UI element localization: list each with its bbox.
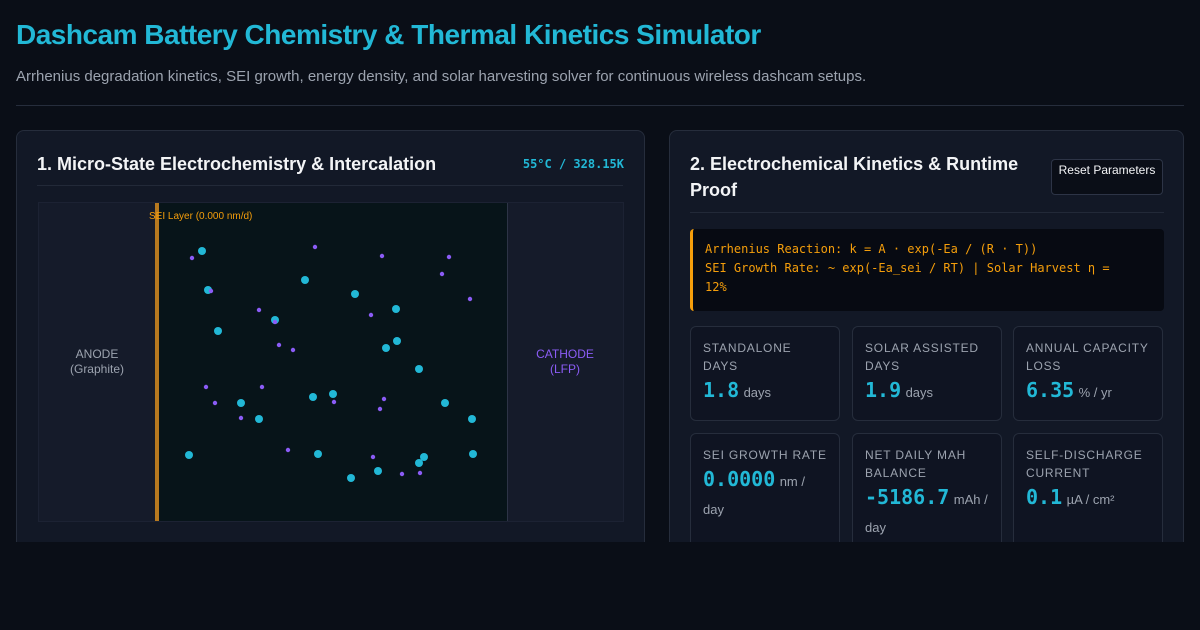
electron-particle [381, 396, 387, 402]
metric-card-sei-growth-rate: SEI Growth Rate 0.0000 nm / day [690, 433, 840, 553]
metric-value: -5186.7 [865, 485, 950, 509]
temperature-readout: 55°C / 328.15K [522, 157, 624, 171]
lithium-ion-particle [255, 415, 263, 423]
metric-unit: days [905, 385, 934, 400]
lithium-ion-particle [374, 467, 382, 475]
metric-label: Annual Capacity Loss [1026, 341, 1149, 373]
electron-particle [467, 296, 473, 302]
metric-label: Solar Assisted Days [865, 341, 979, 373]
kinetics-panel: 2. Electrochemical Kinetics & Runtime Pr… [669, 130, 1184, 560]
electron-particle [272, 319, 278, 325]
electron-particle [377, 406, 383, 412]
cathode-label: CATHODE (LFP) [536, 347, 594, 376]
metric-label: SEI Growth Rate [703, 448, 827, 462]
electron-particle [379, 253, 385, 259]
metric-value: 0.0000 [703, 467, 776, 491]
lithium-ion-particle [347, 474, 355, 482]
metric-card-net-daily-mah-balance: Net Daily mAh Balance -5186.7 mAh / day [852, 433, 1002, 553]
electron-particle [290, 347, 296, 353]
formula-line: Arrhenius Reaction: k = A · exp(-Ea / (R… [705, 242, 1038, 256]
electron-particle [208, 288, 214, 294]
metric-unit: µA / cm² [1066, 492, 1115, 507]
electron-particle [212, 400, 218, 406]
lithium-ion-particle [198, 247, 206, 255]
electron-particle [312, 244, 318, 250]
electron-particle [368, 312, 374, 318]
lithium-ion-particle [382, 344, 390, 352]
metric-label: Standalone Days [703, 341, 792, 373]
metric-unit: % / yr [1078, 385, 1112, 400]
electron-particle [203, 384, 209, 390]
lithium-ion-particle [351, 290, 359, 298]
particle-field [185, 244, 477, 482]
metric-card-annual-capacity-loss: Annual Capacity Loss 6.35 % / yr [1013, 326, 1163, 421]
lithium-ion-particle [329, 390, 337, 398]
metric-card-standalone-days: Standalone Days 1.8 days [690, 326, 840, 421]
cathode-region [507, 203, 623, 521]
panel-divider [37, 185, 623, 186]
metric-unit: mAh / day [865, 492, 988, 535]
micro-state-panel: 1. Micro-State Electrochemistry & Interc… [16, 130, 645, 560]
lithium-ion-particle [469, 450, 477, 458]
intercalation-canvas[interactable]: SEI Layer (0.000 nm/d) ANODE (Graphite) … [38, 202, 624, 522]
electron-particle [417, 470, 423, 476]
electron-particle [370, 454, 376, 460]
electron-particle [331, 399, 337, 405]
electron-particle [446, 254, 452, 260]
micro-state-panel-title: 1. Micro-State Electrochemistry & Interc… [37, 154, 437, 174]
lithium-ion-particle [468, 415, 476, 423]
lithium-ion-particle [441, 399, 449, 407]
lithium-ion-particle [393, 337, 401, 345]
formula-line: 12% [705, 280, 727, 294]
electron-particle [285, 447, 291, 453]
metric-label: Net Daily mAh Balance [865, 448, 967, 480]
metric-label: Self-Discharge Current [1026, 448, 1143, 480]
lithium-ion-particle [301, 276, 309, 284]
reset-parameters-button[interactable]: Reset Parameters [1051, 159, 1163, 195]
anode-label: ANODE (Graphite) [69, 347, 125, 376]
formula-box: Arrhenius Reaction: k = A · exp(-Ea / (R… [690, 229, 1164, 311]
lithium-ion-particle [237, 399, 245, 407]
panel-divider [690, 212, 1164, 213]
page-subtitle: Arrhenius degradation kinetics, SEI grow… [16, 68, 867, 85]
metric-card-solar-assisted-days: Solar Assisted Days 1.9 days [852, 326, 1002, 421]
electron-particle [399, 471, 405, 477]
kinetics-panel-title: 2. Electrochemical Kinetics & Runtime Pr… [690, 154, 1019, 200]
electron-particle [238, 415, 244, 421]
lithium-ion-particle [415, 365, 423, 373]
metric-value: 6.35 [1026, 378, 1075, 402]
metric-unit: days [743, 385, 772, 400]
metric-value: 1.8 [703, 378, 740, 402]
lithium-ion-particle [185, 451, 193, 459]
formula-line: SEI Growth Rate: ~ exp(-Ea_sei / RT) | S… [705, 261, 1110, 275]
sei-layer-label: SEI Layer (0.000 nm/d) [149, 211, 253, 222]
electron-particle [276, 342, 282, 348]
metric-value: 0.1 [1026, 485, 1063, 509]
lithium-ion-particle [314, 450, 322, 458]
electron-particle [189, 255, 195, 261]
electron-particle [439, 271, 445, 277]
metric-value: 1.9 [865, 378, 902, 402]
lithium-ion-particle [415, 459, 423, 467]
metric-unit: nm / day [703, 474, 805, 517]
page-title: Dashcam Battery Chemistry & Thermal Kine… [16, 19, 761, 50]
lithium-ion-particle [214, 327, 222, 335]
sei-layer [155, 203, 159, 521]
lithium-ion-particle [420, 453, 428, 461]
lithium-ion-particle [309, 393, 317, 401]
metric-card-self-discharge-current: Self-Discharge Current 0.1 µA / cm² [1013, 433, 1163, 553]
electron-particle [259, 384, 265, 390]
lithium-ion-particle [392, 305, 400, 313]
header-divider [16, 105, 1184, 106]
viewport-bottom [0, 542, 1200, 630]
electron-particle [256, 307, 262, 313]
